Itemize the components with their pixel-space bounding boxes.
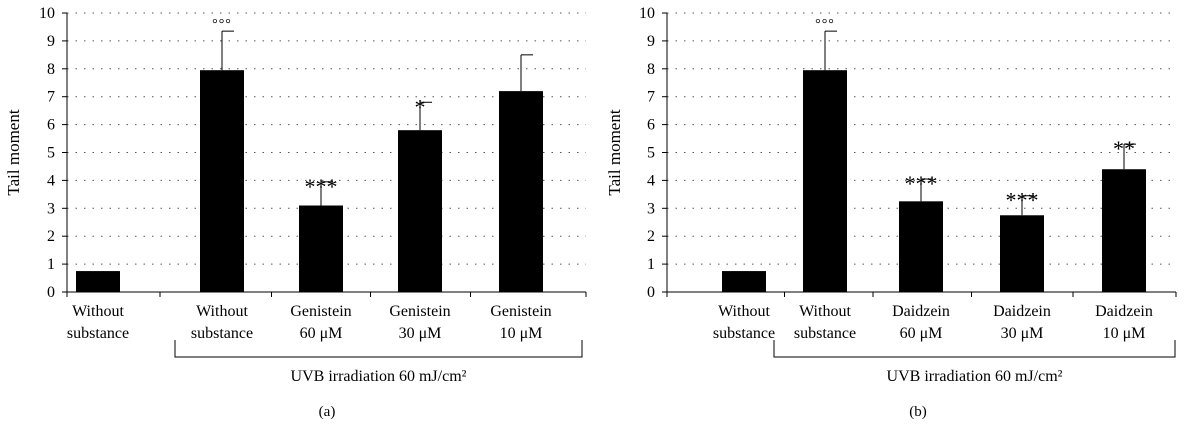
group-bracket (174, 340, 583, 358)
group-label: UVB irradiation 60 mJ/cm² (291, 368, 467, 385)
significance-marker: *** (305, 174, 338, 199)
y-tick-label: 4 (647, 172, 655, 189)
bar (499, 91, 543, 293)
y-tick-label: 2 (47, 228, 55, 245)
significance-marker: *** (1006, 188, 1039, 213)
significance-marker: °°° (815, 17, 835, 32)
significance-marker: *** (905, 171, 938, 196)
x-category-label: Genistein (290, 303, 351, 320)
x-category-label: Daidzein (1095, 303, 1153, 320)
y-tick-label: 1 (647, 256, 655, 273)
y-tick-label: 8 (647, 61, 655, 78)
significance-marker: ** (1113, 136, 1135, 161)
y-tick-label: 2 (647, 228, 655, 245)
y-tick-label: 10 (639, 5, 655, 22)
bar (803, 70, 847, 292)
x-category-label: Daidzein (993, 303, 1051, 320)
x-category-label: 60 μM (900, 325, 943, 342)
chart-panel-b: 0 1 2 3 4 5 6 7 8 9 10 Without substance °°° Without su… (605, 5, 1177, 420)
x-category-label: substance (67, 325, 129, 342)
y-tick-label: 7 (47, 89, 55, 106)
y-tick-label: 9 (647, 33, 655, 50)
x-category-label: Genistein (389, 303, 450, 320)
y-axis-label: Tail moment (4, 109, 23, 195)
x-category-label: substance (191, 325, 253, 342)
y-tick-label: 0 (647, 284, 655, 301)
y-tick-label: 7 (647, 89, 655, 106)
panel-label: (b) (909, 404, 927, 420)
x-category-label: 30 μM (399, 325, 442, 342)
y-tick-label: 9 (47, 33, 55, 50)
y-tick-label: 6 (647, 117, 655, 134)
chart-panel-a: 0 1 2 3 4 5 6 7 8 9 10 Without substance °°° Without su… (4, 5, 587, 420)
bar (1102, 169, 1146, 292)
x-category-label: 10 μM (500, 325, 543, 342)
y-tick-label: 4 (47, 172, 55, 189)
x-category-label: Without (72, 303, 124, 320)
y-tick-label: 1 (47, 256, 55, 273)
y-tick-label: 3 (47, 200, 55, 217)
y-tick-label: 5 (47, 145, 55, 162)
x-category-label: Without (799, 303, 851, 320)
significance-marker: * (415, 94, 426, 119)
x-category-label: 60 μM (300, 325, 343, 342)
x-category-label: substance (794, 325, 856, 342)
y-tick-label: 10 (39, 5, 55, 22)
bar (1000, 215, 1044, 292)
y-tick-label: 3 (647, 200, 655, 217)
x-category-label: Daidzein (892, 303, 950, 320)
bar (722, 271, 766, 292)
group-bracket (773, 340, 1176, 358)
significance-marker: °°° (212, 17, 232, 32)
y-axis-label: Tail moment (605, 109, 624, 195)
x-category-label: substance (713, 325, 775, 342)
y-tick-label: 5 (647, 145, 655, 162)
x-category-label: 30 μM (1001, 325, 1044, 342)
bar (200, 70, 244, 292)
panel-label: (a) (319, 404, 336, 420)
y-tick-label: 0 (47, 284, 55, 301)
x-category-label: Without (718, 303, 770, 320)
bar (398, 130, 442, 292)
x-category-label: Without (196, 303, 248, 320)
bar (899, 201, 943, 292)
y-tick-label: 8 (47, 61, 55, 78)
x-category-label: Genistein (490, 303, 551, 320)
x-category-label: 10 μM (1103, 325, 1146, 342)
bar (76, 271, 120, 292)
group-label: UVB irradiation 60 mJ/cm² (887, 368, 1063, 385)
bar (299, 205, 343, 292)
y-tick-label: 6 (47, 117, 55, 134)
